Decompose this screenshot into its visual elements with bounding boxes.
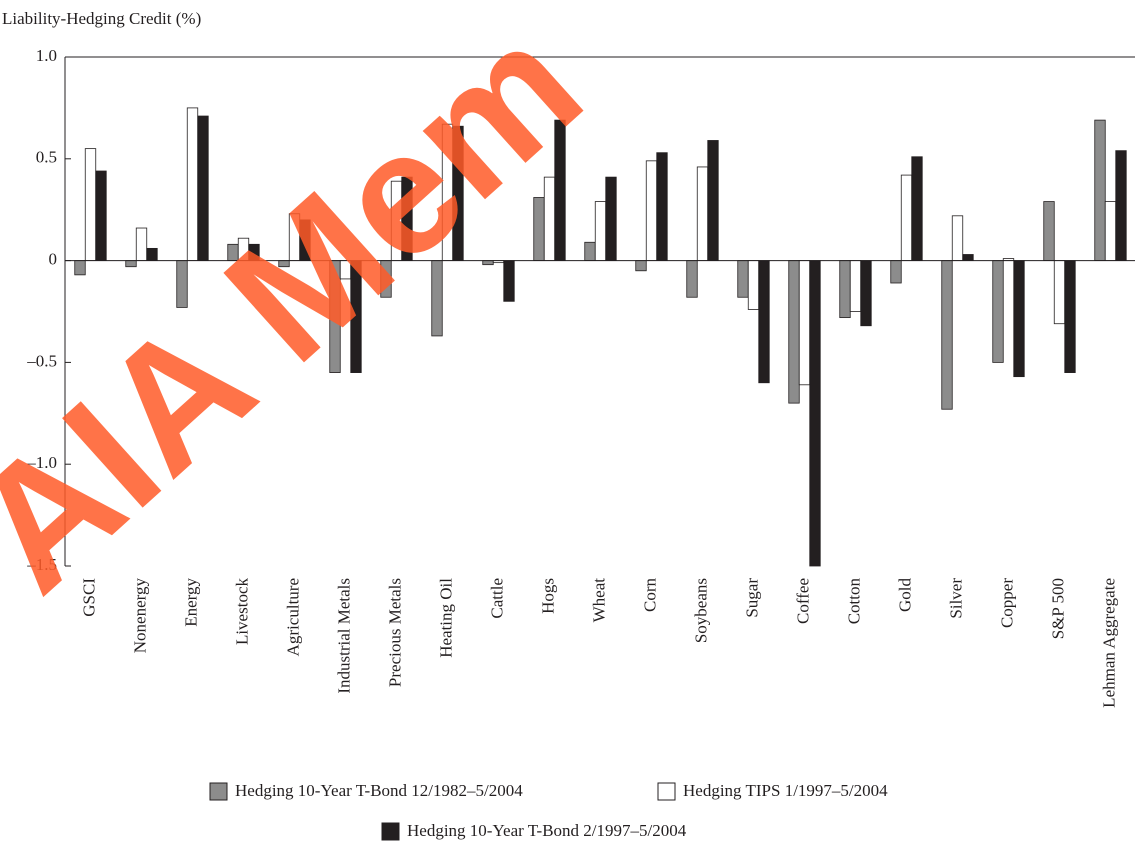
bar (74, 260, 86, 276)
bar (758, 260, 770, 384)
bar (798, 260, 811, 386)
bar (962, 254, 974, 262)
x-tick-label: Cattle (487, 578, 506, 619)
bar (686, 260, 698, 298)
bar (1104, 201, 1117, 261)
x-tick-label: Precious Metals (385, 578, 404, 687)
bar (533, 197, 545, 261)
bar (135, 227, 148, 262)
legend-swatch (381, 822, 400, 841)
bar (1013, 260, 1025, 378)
bar (584, 241, 596, 262)
bar (1115, 150, 1127, 262)
bar (696, 166, 709, 261)
bar (911, 156, 923, 262)
legend-label: Hedging TIPS 1/1997–5/2004 (683, 781, 888, 800)
bar (594, 201, 607, 261)
y-tick-label: 1.0 (36, 46, 57, 65)
legend-label: Hedging 10-Year T-Bond 2/1997–5/2004 (407, 821, 687, 840)
x-tick-label: Industrial Metals (334, 578, 353, 694)
x-tick-label: Gold (895, 578, 914, 613)
legend-swatch (209, 782, 228, 801)
bar (84, 148, 97, 261)
x-tick-label: Hogs (538, 578, 557, 614)
bar (482, 260, 494, 266)
y-axis-label: Liability-Hedging Credit (%) (2, 9, 201, 28)
bar (737, 260, 749, 298)
x-tick-label: Agriculture (283, 578, 302, 656)
y-tick-label: 0 (49, 250, 58, 269)
x-tick-label: Wheat (589, 578, 608, 623)
bar (645, 160, 658, 261)
x-tick-label: Copper (997, 578, 1016, 628)
watermark: AIA Mem (0, 0, 617, 628)
bar (503, 260, 515, 302)
bar (95, 170, 107, 262)
bar (707, 140, 719, 261)
x-tick-label: Livestock (232, 578, 251, 646)
bar (992, 260, 1004, 363)
x-tick-label: GSCI (79, 578, 98, 617)
x-tick-label: Nonenergy (130, 578, 149, 654)
bar (860, 260, 872, 327)
x-tick-label: Silver (946, 578, 965, 619)
x-tick-label: Sugar (742, 578, 761, 618)
bar (146, 247, 158, 262)
x-tick-label: Heating Oil (436, 578, 455, 658)
bar (1094, 119, 1106, 261)
x-tick-label: S&P 500 (1048, 578, 1067, 639)
x-tick-label: Soybeans (691, 578, 710, 643)
bar (1043, 201, 1055, 261)
legend-swatch (657, 782, 676, 801)
x-tick-label: Coffee (793, 578, 812, 624)
y-tick-label: –1.5 (26, 555, 57, 574)
bar (788, 260, 800, 404)
bar (849, 260, 862, 312)
bar (890, 260, 902, 284)
y-tick-label: 0.5 (36, 148, 57, 167)
bar (839, 260, 851, 319)
x-tick-label: Cotton (844, 578, 863, 625)
x-tick-label: Corn (640, 578, 659, 613)
bar (1064, 260, 1076, 373)
bar (125, 260, 137, 268)
legend-label: Hedging 10-Year T-Bond 12/1982–5/2004 (235, 781, 523, 800)
x-tick-label: Lehman Aggregate (1099, 578, 1118, 708)
bar (809, 260, 821, 567)
bar (186, 107, 199, 261)
y-tick-label: –1.0 (26, 453, 57, 472)
bar (747, 260, 760, 310)
bar (941, 260, 953, 410)
bar (1053, 260, 1066, 325)
y-tick-label: –0.5 (26, 351, 57, 370)
bar (900, 174, 913, 261)
bar (951, 215, 964, 261)
bar (656, 152, 668, 261)
x-tick-label: Energy (181, 578, 200, 627)
bar (635, 260, 647, 272)
bar (605, 176, 617, 261)
